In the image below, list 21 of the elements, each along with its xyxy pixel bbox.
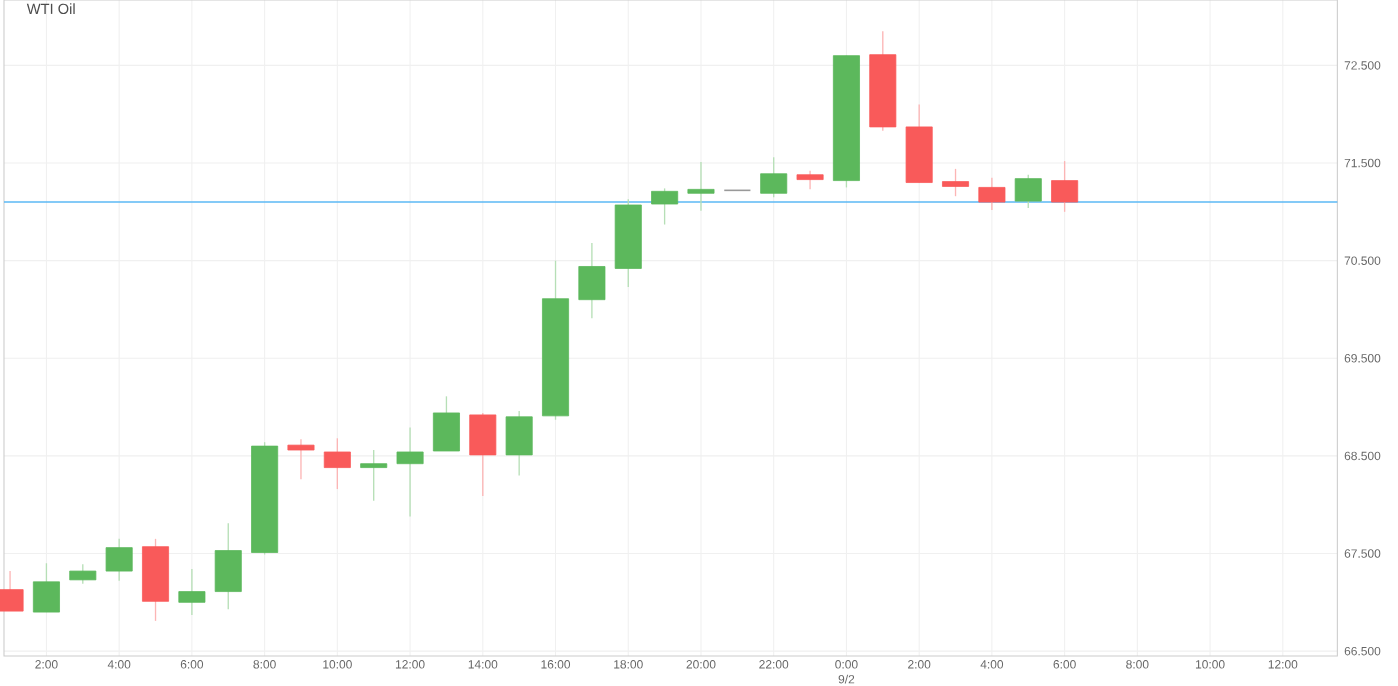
candlestick <box>287 438 315 480</box>
candlestick <box>360 449 388 502</box>
candlestick <box>1051 160 1079 213</box>
candlestick <box>469 412 497 497</box>
candlestick <box>505 410 533 477</box>
candlestick <box>214 522 242 610</box>
candlestick <box>942 168 970 197</box>
candlestick <box>323 437 351 490</box>
candlestick <box>687 161 715 212</box>
candlestick <box>396 426 424 518</box>
candlestick <box>578 242 606 319</box>
candlestick <box>1014 174 1042 209</box>
candlestick <box>178 568 206 616</box>
candlestick <box>651 187 679 226</box>
candlestick <box>105 538 133 582</box>
candlestick <box>796 170 824 191</box>
candlestick <box>69 563 97 585</box>
candlestick <box>760 156 788 198</box>
candlestick <box>32 562 60 613</box>
candlestick <box>432 395 460 452</box>
candlestick <box>978 176 1006 211</box>
